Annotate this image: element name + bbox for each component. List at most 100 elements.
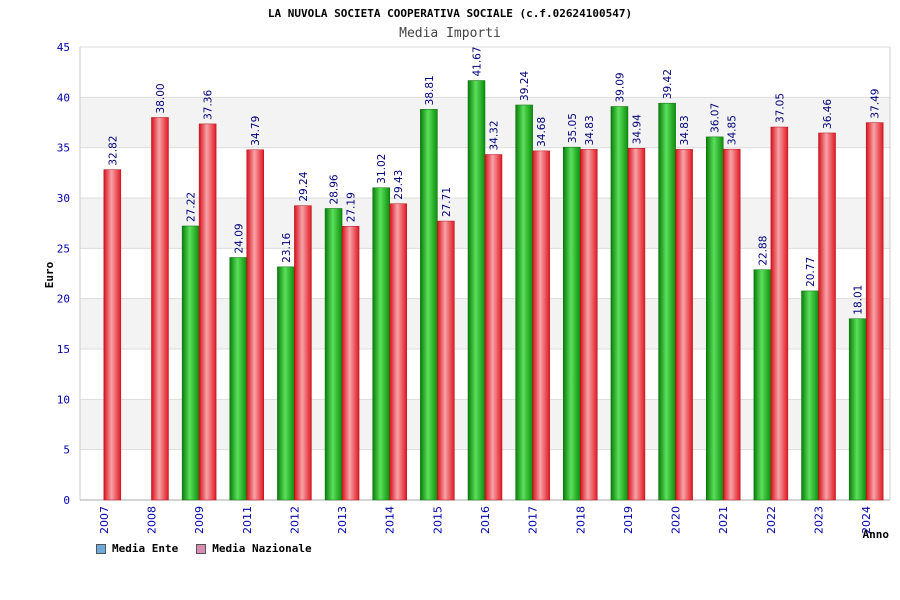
data-label: 38.81 — [424, 75, 436, 105]
x-tick-label: 2019 — [622, 506, 635, 534]
legend-label-media-ente: Media Ente — [112, 542, 179, 555]
legend-label-media-nazionale: Media Nazionale — [212, 542, 312, 555]
x-tick-label: 2012 — [288, 506, 301, 534]
bar-media-nazionale — [341, 226, 360, 501]
data-label: 41.67 — [472, 46, 484, 76]
bar-media-nazionale — [865, 122, 884, 501]
y-tick-label: 35 — [57, 142, 70, 155]
legend-swatch-media-ente — [96, 543, 106, 554]
data-label: 24.09 — [233, 223, 245, 253]
data-label: 34.83 — [584, 115, 596, 145]
bar-media-ente — [563, 146, 581, 501]
data-label: 18.01 — [853, 285, 865, 315]
data-label: 39.24 — [519, 71, 531, 101]
bar-media-ente — [372, 187, 390, 501]
data-label: 38.00 — [155, 83, 167, 113]
bar-media-ente — [705, 136, 724, 501]
bar-media-nazionale — [198, 123, 217, 501]
bar-media-nazionale — [484, 154, 503, 501]
x-tick-label: 2022 — [765, 506, 778, 534]
bar-media-ente — [420, 109, 438, 501]
bar-media-nazionale — [580, 149, 598, 501]
bar-media-nazionale — [294, 205, 312, 501]
bar-media-nazionale — [151, 117, 169, 501]
x-tick-label: 2008 — [145, 506, 158, 534]
bar-media-nazionale — [246, 149, 265, 501]
x-tick-label: 2009 — [193, 506, 206, 534]
data-label: 28.96 — [329, 174, 341, 204]
x-tick-label: 2007 — [98, 506, 111, 534]
x-axis-ticks: 2007 2008 2009 2011 2012 2013 2014 2015 2016 2017… — [98, 506, 873, 534]
x-tick-label: 2018 — [574, 506, 587, 534]
x-axis-label: Anno — [863, 528, 890, 541]
data-label: 36.46 — [822, 99, 834, 129]
y-tick-label: 10 — [57, 393, 70, 406]
data-label: 39.42 — [662, 69, 674, 99]
bar-media-ente — [801, 290, 819, 501]
bar-media-ente — [181, 225, 200, 501]
data-label: 36.07 — [710, 103, 722, 133]
bar-media-ente — [610, 106, 629, 501]
bar-media-nazionale — [437, 220, 455, 501]
data-label: 34.94 — [631, 114, 643, 144]
x-tick-label: 2015 — [431, 506, 444, 534]
data-label: 37.36 — [203, 90, 215, 120]
bar-media-ente — [277, 266, 295, 501]
x-tick-label: 2014 — [384, 506, 397, 534]
chart-subtitle: Media Importi — [399, 26, 501, 41]
y-tick-label: 30 — [57, 192, 70, 205]
bar-media-ente — [753, 269, 772, 501]
y-tick-label: 40 — [57, 91, 70, 104]
bar-media-ente — [467, 80, 486, 501]
y-axis-label: Euro — [43, 261, 56, 288]
legend: Media Ente Media Nazionale — [96, 542, 312, 555]
bar-media-nazionale — [532, 150, 550, 501]
y-tick-label: 15 — [57, 343, 70, 356]
data-label: 34.68 — [536, 117, 548, 147]
bar-media-nazionale — [818, 132, 836, 501]
bar-media-nazionale — [770, 126, 789, 501]
bar-media-nazionale — [722, 148, 741, 501]
legend-swatch-media-nazionale — [196, 543, 207, 554]
x-tick-label: 2013 — [336, 506, 349, 534]
chart-title: LA NUVOLA SOCIETA COOPERATIVA SOCIALE (c… — [268, 7, 632, 20]
data-labels: 32.82 38.00 27.22 37.36 24.09 34.79 23.16 29.24… — [107, 46, 881, 314]
bar-media-ente — [848, 318, 867, 501]
x-tick-label: 2023 — [813, 506, 826, 534]
y-tick-label: 25 — [57, 242, 70, 255]
data-label: 31.02 — [376, 154, 388, 184]
data-label: 34.32 — [489, 120, 501, 150]
x-tick-label: 2017 — [527, 506, 540, 534]
data-label: 23.16 — [281, 232, 293, 262]
data-label: 29.43 — [393, 170, 405, 200]
y-tick-label: 0 — [63, 494, 70, 507]
x-tick-label: 2016 — [479, 506, 492, 534]
y-tick-label: 20 — [57, 293, 70, 306]
bar-media-ente — [658, 102, 676, 501]
data-label: 22.88 — [757, 236, 769, 266]
bar-media-nazionale — [675, 149, 693, 501]
legend-item-media-nazionale: Media Nazionale — [196, 542, 312, 555]
data-label: 27.22 — [186, 192, 198, 222]
data-label: 27.71 — [441, 187, 453, 217]
data-label: 34.79 — [250, 116, 262, 146]
data-label: 27.19 — [346, 192, 358, 222]
data-label: 32.82 — [107, 136, 119, 166]
data-label: 39.09 — [614, 72, 626, 102]
bar-media-ente — [324, 208, 343, 501]
data-label: 20.77 — [805, 257, 817, 287]
data-label: 37.05 — [774, 93, 786, 123]
x-tick-label: 2011 — [241, 506, 254, 534]
bars — [103, 80, 884, 501]
data-label: 37.49 — [870, 89, 882, 119]
bar-media-nazionale — [389, 203, 407, 501]
data-label: 29.24 — [298, 171, 310, 201]
data-label: 35.05 — [567, 113, 579, 143]
x-tick-label: 2024 — [860, 506, 873, 534]
legend-item-media-ente: Media Ente — [96, 542, 178, 555]
x-tick-label: 2020 — [670, 506, 683, 534]
y-axis-ticks: 0 5 10 15 20 25 30 35 40 45 — [57, 41, 70, 507]
bar-media-ente — [515, 104, 533, 501]
y-tick-label: 45 — [57, 41, 70, 54]
